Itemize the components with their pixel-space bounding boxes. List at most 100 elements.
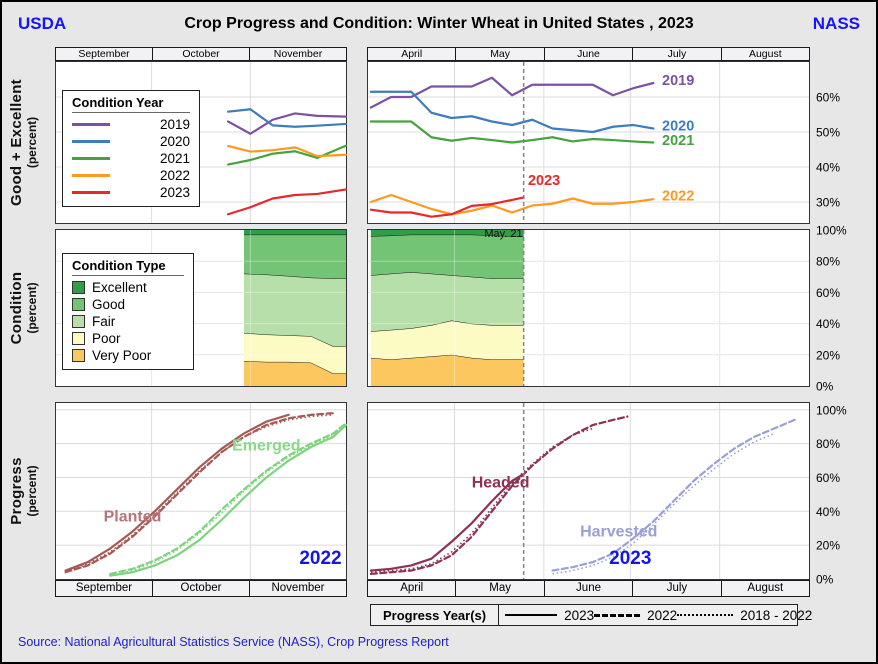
progress-year-item-2022: 2022 xyxy=(594,608,677,623)
legend-item-label: Excellent xyxy=(92,280,147,295)
month-label-august: August xyxy=(720,48,809,60)
y-tick-label: 40% xyxy=(816,161,840,175)
month-label-october: October xyxy=(152,581,249,596)
axis-title-good-excellent: Good + Excellent (percent) xyxy=(8,61,54,224)
cond_spring-svg: May. 21 0% 20% 40% 60% 80% 100% xyxy=(368,224,847,394)
month-label-april: April xyxy=(401,48,423,60)
series-2021 xyxy=(369,120,655,144)
month-axis-spring-top: April May June July August xyxy=(367,47,810,61)
band-poor xyxy=(370,320,524,360)
y-tick-label: 100% xyxy=(816,224,847,238)
chart-label-may-21: May. 21 xyxy=(484,228,522,240)
series-2022 xyxy=(369,193,655,216)
progress-fall-chart: Planted Emerged 2022 xyxy=(55,402,348,580)
source-note: Source: National Agricultural Statistics… xyxy=(18,635,449,649)
series-emerged-2023 xyxy=(109,423,348,577)
chart-label-2023: 2023 xyxy=(528,173,560,189)
month-axis-spring-bottom: April May June July August xyxy=(367,580,810,597)
month-label-may: May xyxy=(455,48,543,60)
y-tick-label: 50% xyxy=(816,126,840,140)
legend-item-label: Poor xyxy=(92,331,121,346)
condition-type-legend-title: Condition Type xyxy=(72,258,184,276)
line-color-sample-icon xyxy=(72,123,110,126)
color-swatch-icon xyxy=(72,332,85,345)
progress-years-legend-title: Progress Year(s) xyxy=(371,605,500,625)
dotted-line-sample-icon xyxy=(677,614,734,616)
y-tick-label: 20% xyxy=(816,539,840,553)
y-tick-label: 40% xyxy=(816,317,840,331)
cond_fall-svg xyxy=(56,230,346,386)
chart-label-2020: 2020 xyxy=(662,118,694,134)
legend-item-label: Good xyxy=(92,297,126,312)
progress-spring-chart: Headed Harvested 2023 0% 20% 40% 60% 80% 100% xyxy=(367,402,847,587)
legend-item-2019: 2019 xyxy=(72,116,190,133)
axis-title-text: Condition xyxy=(8,271,25,345)
chart-label-2022: 2022 xyxy=(299,548,341,569)
condition-year-legend-items: 2019 2020 2021 2022 2023 xyxy=(72,116,190,201)
band-very-poor xyxy=(370,354,524,386)
series-planted-2023 xyxy=(64,413,290,572)
solid-line-sample-icon xyxy=(505,614,558,616)
legend-item-2020: 2020 xyxy=(72,133,190,150)
series-headed-2022 xyxy=(369,415,629,576)
month-label-november: November xyxy=(249,48,346,60)
month-label-september: September xyxy=(78,48,130,60)
color-swatch-icon xyxy=(72,315,85,328)
usda-logo: USDA xyxy=(18,14,67,33)
progress-year-label: 2023 xyxy=(564,607,595,623)
month-label-may: May xyxy=(455,581,543,596)
axis-title-text: Good + Excellent xyxy=(8,79,25,206)
progress-year-item-2018-2022: 2018 - 2022 xyxy=(677,608,812,623)
band-good xyxy=(370,234,524,279)
chart-label-2021: 2021 xyxy=(662,133,694,149)
band-fair xyxy=(370,272,524,332)
chart-label-harvested: Harvested xyxy=(580,524,657,541)
legend-item-2023: 2023 xyxy=(72,184,190,201)
series-headed-2018-2022 xyxy=(370,427,594,573)
month-label-november: November xyxy=(249,581,346,596)
legend-item-label: 2021 xyxy=(159,151,190,166)
series-2020 xyxy=(369,90,655,134)
chart-label-2019: 2019 xyxy=(662,73,694,89)
chart-label-2023: 2023 xyxy=(609,548,651,569)
series-emerged-2022 xyxy=(109,422,348,576)
good-excellent-spring-chart: 2019 2020 2021 2022 2023 30% 40% 50% 60% xyxy=(367,61,840,224)
series-planted-2022 xyxy=(64,412,335,574)
month-label-june: June xyxy=(543,48,632,60)
y-tick-label: 80% xyxy=(816,255,840,269)
line-color-sample-icon xyxy=(72,157,110,160)
legend-item-label: 2019 xyxy=(159,117,190,132)
series-planted-2018-2022 xyxy=(65,414,334,573)
band-very-poor xyxy=(244,361,346,386)
condition-type-legend-items: Excellent Good Fair Poor Very Poor xyxy=(72,279,184,364)
legend-item-label: 2020 xyxy=(159,134,190,149)
month-label-august: August xyxy=(720,581,809,596)
series-2023 xyxy=(226,188,348,216)
legend-item-label: 2023 xyxy=(159,185,190,200)
series-2022 xyxy=(226,144,348,158)
month-label-july: July xyxy=(632,48,720,60)
y-tick-label: 0% xyxy=(816,573,834,587)
series-2019 xyxy=(369,76,655,109)
condition-year-legend-title: Condition Year xyxy=(72,95,190,113)
legend-item-label: Fair xyxy=(92,314,116,329)
color-swatch-icon xyxy=(72,349,85,362)
month-label-october: October xyxy=(152,48,249,60)
progress-year-item-2023: 2023 xyxy=(505,608,594,623)
month-axis-fall-top: September October November xyxy=(55,47,347,61)
month-label-june: June xyxy=(543,581,632,596)
band-good xyxy=(244,234,346,279)
axis-title-sub: (percent) xyxy=(25,116,39,169)
y-tick-label: 60% xyxy=(816,91,840,105)
band-poor xyxy=(244,332,346,374)
month-label-july: July xyxy=(632,581,720,596)
y-tick-label: 0% xyxy=(816,380,834,394)
month-label-april: April xyxy=(400,582,424,594)
color-swatch-icon xyxy=(72,298,85,311)
y-tick-label: 60% xyxy=(816,471,840,485)
y-tick-label: 100% xyxy=(816,403,847,417)
band-excellent xyxy=(370,230,524,237)
progress-years-legend-items: 2023 2022 2018 - 2022 xyxy=(499,605,818,625)
month-axis-fall-bottom: September October November xyxy=(55,580,347,597)
page-title: Crop Progress and Condition: Winter Whea… xyxy=(184,15,694,32)
